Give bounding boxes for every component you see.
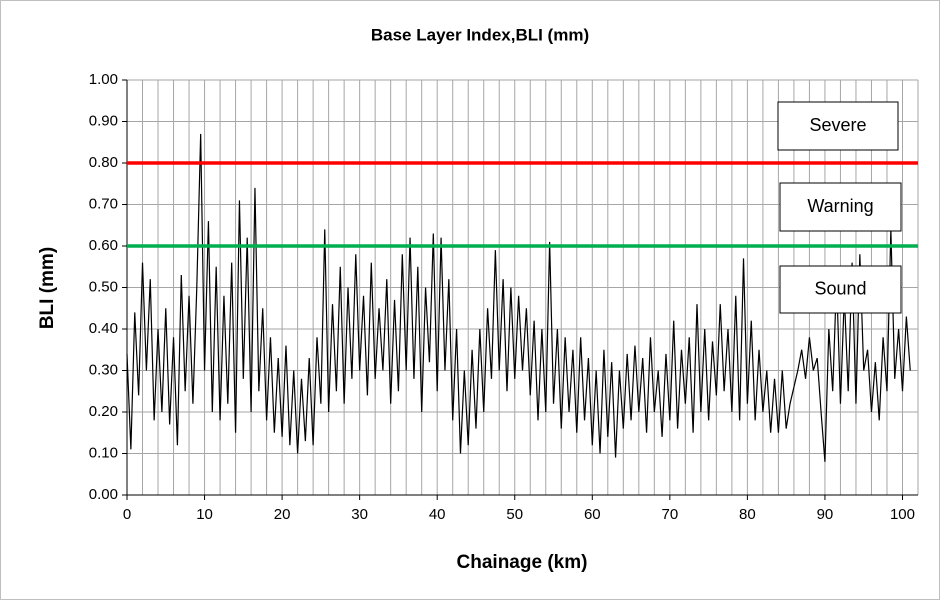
y-tick-label: 0.80 — [89, 154, 118, 171]
annotation-label: Warning — [807, 196, 873, 216]
y-tick-label: 0.90 — [89, 112, 118, 129]
annotation-box — [779, 265, 902, 314]
annotation-label: Severe — [809, 115, 866, 135]
x-tick-label: 70 — [661, 506, 678, 523]
y-tick-label: 0.00 — [89, 486, 118, 503]
y-tick-label: 0.70 — [89, 195, 118, 212]
x-tick-label: 90 — [817, 506, 834, 523]
data-line — [126, 133, 911, 462]
x-axis-title: Chainage (km) — [457, 552, 588, 573]
x-tick-label: 60 — [584, 506, 601, 523]
x-tick-label: 0 — [123, 506, 131, 523]
y-axis-title: BLI (mm) — [37, 247, 58, 329]
x-tick-label: 10 — [196, 506, 213, 523]
x-tick-label: 30 — [351, 506, 368, 523]
x-tick-label: 50 — [506, 506, 523, 523]
x-tick-label: 100 — [890, 506, 915, 523]
annotation-box — [779, 182, 902, 232]
y-tick-label: 0.30 — [89, 361, 118, 378]
x-tick-label: 20 — [274, 506, 291, 523]
annotation-box — [777, 101, 899, 151]
y-tick-label: 0.50 — [89, 278, 118, 295]
annotation-label: Sound — [814, 278, 866, 298]
y-tick-label: 0.60 — [89, 237, 118, 254]
y-tick-label: 0.10 — [89, 444, 118, 461]
y-tick-label: 0.40 — [89, 320, 118, 337]
x-tick-label: 80 — [739, 506, 756, 523]
x-tick-label: 40 — [429, 506, 446, 523]
chart-title: Base Layer Index,BLI (mm) — [371, 25, 589, 44]
y-tick-label: 1.00 — [89, 71, 118, 88]
y-tick-label: 0.20 — [89, 403, 118, 420]
